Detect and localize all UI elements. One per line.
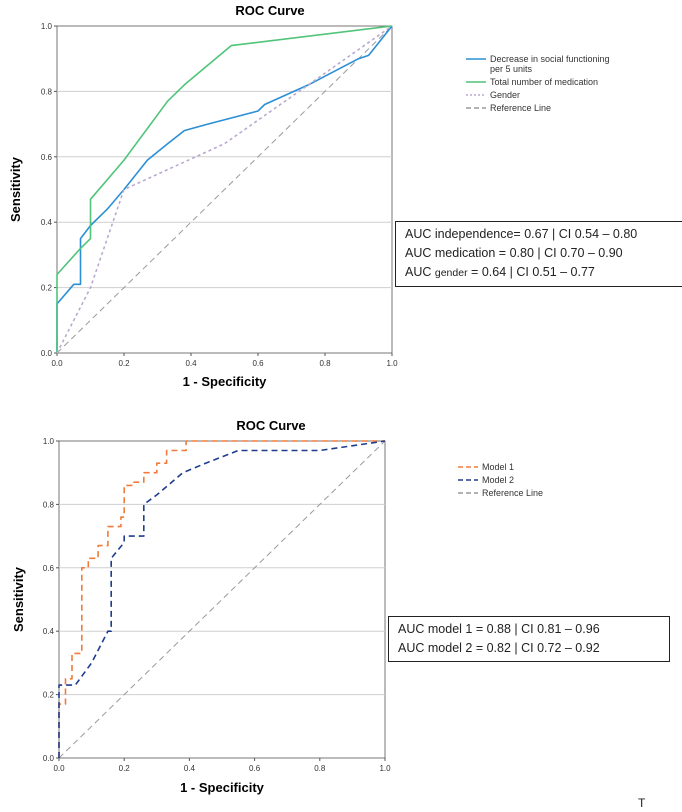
- legend-label: Model 1: [482, 462, 514, 472]
- x-tick-label: 1.0: [379, 764, 391, 773]
- x-axis-label: 1 - Specificity: [183, 374, 268, 389]
- x-tick-label: 0.0: [53, 764, 65, 773]
- y-tick-label: 0.2: [41, 284, 53, 293]
- series-line-total-number-of-medication: [56, 25, 393, 353]
- x-tick-label: 0.4: [185, 359, 197, 368]
- auc-line: AUC model 1 = 0.88 | CI 0.81 – 0.96: [398, 622, 600, 636]
- y-tick-label: 0.8: [41, 87, 53, 96]
- y-tick-label: 1.0: [43, 437, 55, 446]
- y-tick-label: 0.2: [43, 691, 55, 700]
- x-tick-label: 0.6: [252, 359, 264, 368]
- y-tick-label: 0.4: [43, 627, 55, 636]
- y-tick-label: 1.0: [41, 22, 53, 31]
- chart-title: ROC Curve: [236, 418, 305, 433]
- corner-mark: T: [638, 796, 646, 810]
- legend-label: Reference Line: [490, 103, 551, 113]
- auc-line: AUC independence= 0.67 | CI 0.54 – 0.80: [405, 227, 638, 241]
- legend-label: Total number of medication: [490, 77, 598, 87]
- y-tick-label: 0.8: [43, 500, 55, 509]
- plot-area: [58, 440, 386, 759]
- x-tick-label: 0.2: [118, 359, 130, 368]
- y-axis-label: Sensitivity: [8, 156, 23, 222]
- series-line-model-1: [58, 440, 385, 758]
- legend-label: Model 2: [482, 475, 514, 485]
- series-line-reference-line: [56, 25, 393, 354]
- legend-label: Reference Line: [482, 488, 543, 498]
- x-tick-label: 0.6: [249, 764, 261, 773]
- series-line-gender: [56, 25, 393, 354]
- y-tick-label: 0.6: [43, 564, 55, 573]
- x-tick-label: 0.0: [51, 359, 63, 368]
- auc-box-top: AUC independence= 0.67 | CI 0.54 – 0.80 A…: [395, 221, 682, 287]
- auc-line: AUC model 2 = 0.82 | CI 0.72 – 0.92: [398, 641, 600, 655]
- chart-2: 0.0 0.2 0.4 0.6 0.8 1.0 0.0 0.2 0.4 0.6 0.8 1.0 ROC …: [11, 418, 543, 795]
- y-tick-label: 0.6: [41, 153, 53, 162]
- x-tick-label: 0.2: [119, 764, 131, 773]
- x-axis-label: 1 - Specificity: [180, 780, 265, 795]
- y-tick-label: 0.4: [41, 218, 53, 227]
- x-tick-label: 0.8: [314, 764, 326, 773]
- auc-line: AUC gender = 0.64 | CI 0.51 – 0.77: [405, 265, 595, 279]
- legend-label: per 5 units: [490, 64, 533, 74]
- series-line-reference-line: [58, 440, 386, 759]
- y-tick-label: 0.0: [41, 349, 53, 358]
- chart-title: ROC Curve: [235, 3, 304, 18]
- x-tick-label: 1.0: [386, 359, 398, 368]
- series-line-decrease-in-social-functioning-per-5-units: [56, 25, 393, 353]
- chart-1: 0.0 0.2 0.4 0.6 0.8 1.0 0.0 0.2 0.4 0.6 0.8 1.0 ROC …: [8, 3, 610, 389]
- series-line-model-2: [58, 440, 386, 758]
- legend-label: Gender: [490, 90, 520, 100]
- y-axis-label: Sensitivity: [11, 566, 26, 632]
- legend-label: Decrease in social functioning: [490, 54, 610, 64]
- x-tick-label: 0.8: [319, 359, 331, 368]
- auc-line: AUC medication = 0.80 | CI 0.70 – 0.90: [405, 246, 623, 260]
- y-tick-label: 0.0: [43, 754, 55, 763]
- x-tick-label: 0.4: [184, 764, 196, 773]
- auc-box-bottom: AUC model 1 = 0.88 | CI 0.81 – 0.96 AUC m…: [388, 616, 670, 662]
